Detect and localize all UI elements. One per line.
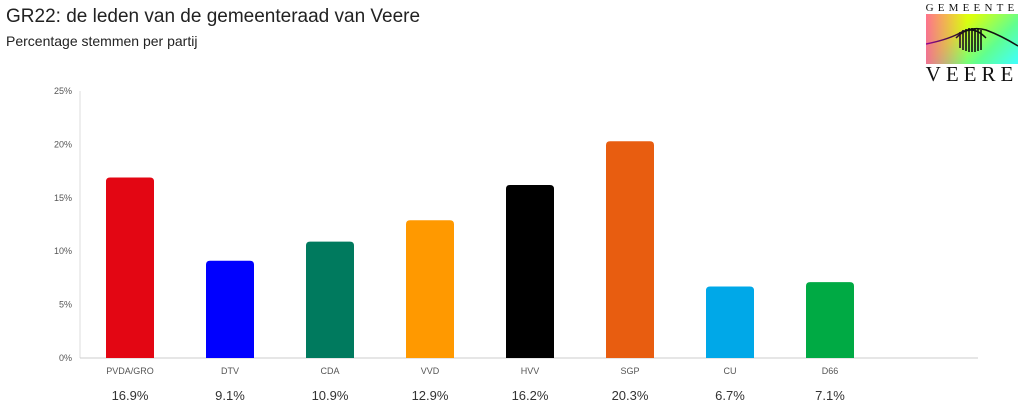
x-tick-label: PVDA/GRO — [106, 366, 154, 376]
x-tick-label: CU — [724, 366, 737, 376]
bar-dtv — [206, 260, 254, 358]
logo-top-text: GEMEENTE — [925, 2, 1019, 14]
logo-emblem — [926, 14, 1018, 64]
bar-d66 — [806, 282, 854, 358]
bar-cda — [306, 241, 354, 358]
y-tick-label: 25% — [54, 86, 72, 96]
data-label: 7.1% — [815, 388, 845, 403]
bar-hvv — [506, 184, 554, 358]
x-tick-label: HVV — [521, 366, 540, 376]
y-tick-label: 20% — [54, 139, 72, 149]
logo-bottom-text: VEERE — [925, 62, 1019, 86]
x-tick-label: VVD — [421, 366, 440, 376]
y-tick-label: 15% — [54, 193, 72, 203]
y-tick-label: 5% — [59, 300, 72, 310]
gemeente-veere-logo: GEMEENTE VEERE — [920, 2, 1024, 86]
bar-cu — [706, 286, 754, 358]
data-label: 6.7% — [715, 388, 745, 403]
x-tick-label: DTV — [221, 366, 239, 376]
x-tick-label: SGP — [620, 366, 639, 376]
chart-subtitle: Percentage stemmen per partij — [6, 33, 198, 49]
data-label: 9.1% — [215, 388, 245, 403]
x-tick-label: CDA — [320, 366, 339, 376]
x-tick-label: D66 — [822, 366, 839, 376]
bar-sgp — [606, 141, 654, 358]
data-label: 16.2% — [512, 388, 549, 403]
data-label: 12.9% — [412, 388, 449, 403]
chart-title: GR22: de leden van de gemeenteraad van V… — [6, 6, 421, 27]
data-label: 10.9% — [312, 388, 349, 403]
y-tick-label: 10% — [54, 246, 72, 256]
data-label: 20.3% — [612, 388, 649, 403]
data-label: 16.9% — [112, 388, 149, 403]
bar-pvda-gro — [106, 177, 154, 358]
bar-vvd — [406, 220, 454, 358]
y-tick-label: 0% — [59, 353, 72, 363]
